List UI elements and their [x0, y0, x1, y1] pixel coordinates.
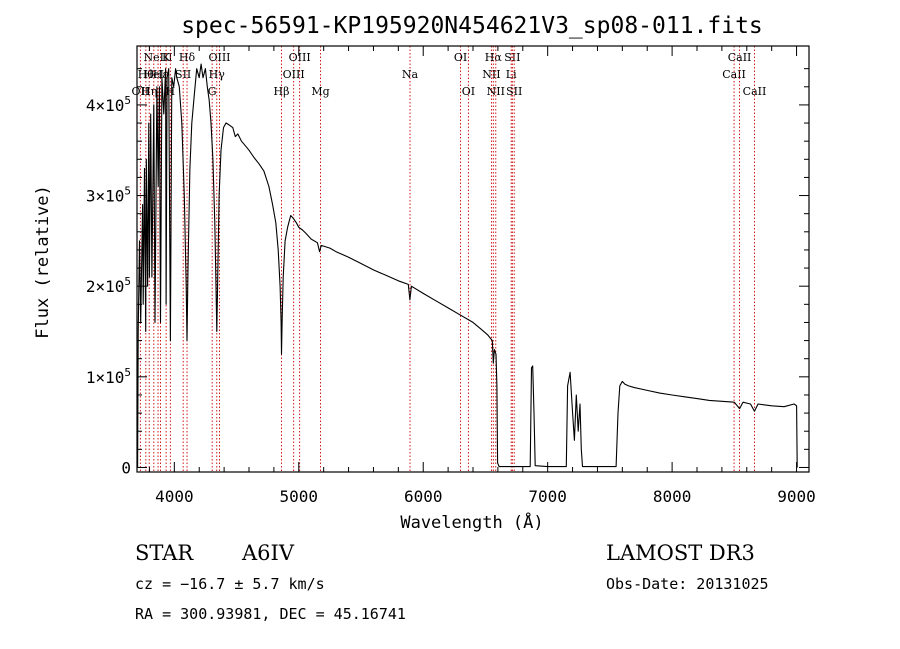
y-tick-label-0: 0: [121, 458, 131, 477]
line-marker-label-1: Hθ: [138, 68, 155, 81]
object-subclass: A6IV: [241, 541, 295, 565]
x-tick-label-7000: 7000: [528, 487, 567, 506]
redshift-cz: cz = −16.7 ± 5.7 km/s: [135, 575, 325, 593]
line-marker-label-20: NII: [482, 68, 500, 81]
y-tick-label-400000: 4×105: [86, 94, 131, 115]
line-marker-label-2: Hη: [141, 85, 157, 98]
obs-date: Obs-Date: 20131025: [606, 575, 769, 593]
object-class: STAR: [135, 541, 194, 565]
line-marker-label-27: CaII: [728, 51, 752, 64]
ra-dec-coords: RA = 300.93981, DEC = 45.16741: [135, 605, 406, 623]
line-marker-label-13: Hβ: [274, 85, 290, 98]
line-marker-label-16: Mg: [311, 85, 329, 98]
line-marker-label-4: NeIII: [143, 51, 172, 64]
chart-title: spec-56591-KP195920N454621V3_sp08-011.fi…: [181, 13, 763, 39]
line-marker-label-17: Na: [402, 68, 419, 81]
line-marker-label-15: OIII: [289, 51, 311, 64]
x-tick-label-6000: 6000: [404, 487, 443, 506]
line-marker-label-6: K: [162, 51, 171, 64]
line-marker-label-12: OIII: [208, 51, 230, 64]
line-marker-label-9: Hδ: [179, 51, 196, 64]
line-marker-label-24: SII: [504, 51, 520, 64]
line-marker-label-28: CaII: [743, 85, 767, 98]
line-marker-label-19: OI: [462, 85, 475, 98]
y-axis-ticks: 0 1×105 2×105 3×105 4×105: [86, 68, 809, 477]
line-marker-label-14: OIII: [283, 68, 305, 81]
line-marker-label-10: G: [208, 85, 217, 98]
line-marker-label-26: CaII: [722, 68, 746, 81]
x-axis-label: Wavelength (Å): [400, 511, 543, 533]
y-tick-label-100000: 1×105: [86, 366, 131, 387]
line-marker-label-23: Li: [506, 68, 517, 81]
line-marker-label-7: H: [166, 85, 176, 98]
survey-name: LAMOST DR3: [606, 541, 755, 565]
x-tick-label-4000: 4000: [155, 487, 194, 506]
y-axis-label: Flux (relative): [33, 185, 53, 339]
line-marker-label-3: HeI: [144, 68, 164, 81]
y-tick-label-300000: 3×105: [86, 185, 131, 206]
line-marker-label-0: OII: [132, 85, 150, 98]
line-markers: OII Hθ Hη HeI NeIII Hε K H SII Hδ G Hγ OIII Hβ OIII OII…: [132, 46, 767, 472]
flux-series: [137, 63, 798, 468]
plot-frame: [136, 45, 810, 473]
line-marker-label-5: Hε: [153, 68, 169, 81]
line-marker-label-18: OI: [454, 51, 467, 64]
x-tick-label-5000: 5000: [280, 487, 319, 506]
line-marker-label-25: SII: [506, 85, 522, 98]
x-axis-ticks: 4000 5000 6000 7000 8000 9000: [148, 46, 816, 506]
line-marker-label-21: Hα: [485, 51, 503, 64]
y-tick-label-200000: 2×105: [86, 275, 131, 296]
x-tick-label-9000: 9000: [777, 487, 816, 506]
series-line-flux: [137, 63, 798, 468]
x-tick-label-8000: 8000: [653, 487, 692, 506]
line-marker-label-11: Hγ: [209, 68, 226, 81]
line-marker-label-22: NII: [487, 85, 505, 98]
